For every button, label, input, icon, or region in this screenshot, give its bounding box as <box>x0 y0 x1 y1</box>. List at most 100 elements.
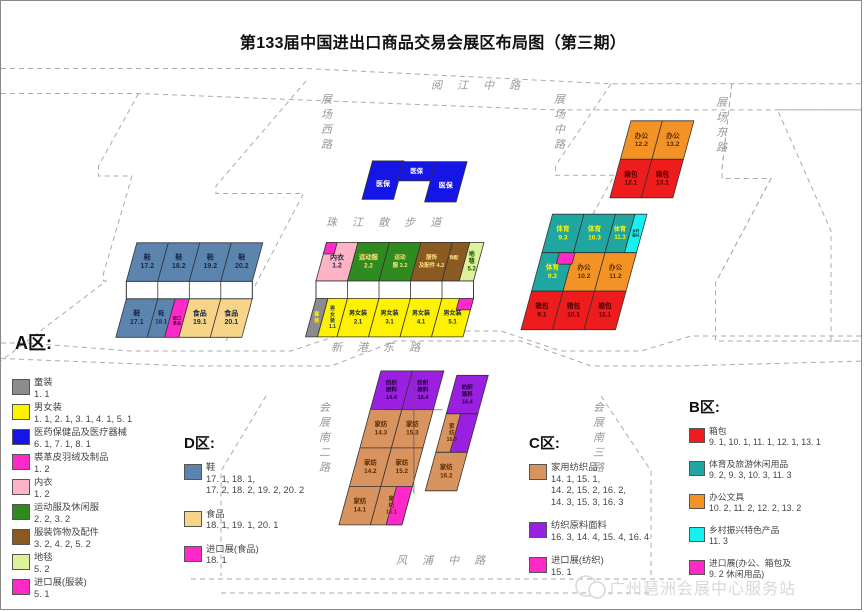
svg-text:14.2: 14.2 <box>364 468 377 475</box>
svg-text:地: 地 <box>469 250 475 258</box>
svg-text:家纺: 家纺 <box>406 419 419 428</box>
svg-text:鞋: 鞋 <box>207 253 214 262</box>
svg-text:医保: 医保 <box>439 181 454 190</box>
svg-text:16.4: 16.4 <box>462 399 474 405</box>
svg-text:装: 装 <box>329 317 335 324</box>
svg-text:2.2: 2.2 <box>364 262 373 269</box>
svg-text:乡村: 乡村 <box>632 228 640 233</box>
svg-text:鞋: 鞋 <box>133 309 140 318</box>
svg-text:家纺: 家纺 <box>440 462 453 471</box>
svg-text:箱包: 箱包 <box>567 301 581 310</box>
svg-text:装: 装 <box>313 317 319 324</box>
svg-text:原料: 原料 <box>417 386 429 394</box>
svg-text:食品: 食品 <box>192 309 207 318</box>
svg-text:20.2: 20.2 <box>235 263 249 270</box>
svg-text:办公: 办公 <box>635 131 649 140</box>
svg-text:18.1: 18.1 <box>155 319 168 326</box>
svg-text:14.1: 14.1 <box>354 506 367 513</box>
svg-text:鞋: 鞋 <box>175 253 182 262</box>
svg-text:18.2: 18.2 <box>172 263 186 270</box>
svg-text:2.1: 2.1 <box>354 319 363 325</box>
svg-text:体育: 体育 <box>556 224 570 233</box>
svg-text:箱包: 箱包 <box>624 169 638 178</box>
svg-text:16.3: 16.3 <box>447 437 458 443</box>
svg-text:5.1: 5.1 <box>448 319 457 325</box>
svg-text:鞋: 鞋 <box>144 253 151 262</box>
svg-text:纺: 纺 <box>449 429 455 437</box>
svg-text:家: 家 <box>449 422 455 430</box>
svg-text:家纺: 家纺 <box>375 419 388 428</box>
svg-text:9.1: 9.1 <box>537 311 546 318</box>
svg-text:食品: 食品 <box>223 309 238 318</box>
svg-text:10.2: 10.2 <box>578 273 591 280</box>
svg-text:男女装: 男女装 <box>349 309 367 317</box>
svg-text:办公: 办公 <box>666 131 680 140</box>
svg-text:纺: 纺 <box>389 501 395 509</box>
svg-text:11.1: 11.1 <box>599 311 612 318</box>
svg-text:箱包: 箱包 <box>656 169 670 178</box>
svg-text:及配件 4.2: 及配件 4.2 <box>419 261 444 269</box>
svg-text:箱包: 箱包 <box>598 301 612 310</box>
svg-text:服饰: 服饰 <box>426 253 437 261</box>
svg-text:男女装: 男女装 <box>443 309 461 317</box>
svg-text:1.1: 1.1 <box>329 324 336 330</box>
svg-text:办公: 办公 <box>577 263 591 272</box>
svg-text:办公: 办公 <box>609 263 623 272</box>
svg-text:10.1: 10.1 <box>567 311 580 318</box>
svg-text:医保: 医保 <box>376 179 391 188</box>
svg-text:15.4: 15.4 <box>417 395 429 401</box>
svg-text:4.1: 4.1 <box>417 319 426 325</box>
svg-text:男: 男 <box>329 305 335 312</box>
svg-text:纺织: 纺织 <box>386 378 398 386</box>
svg-text:女: 女 <box>330 311 335 318</box>
svg-text:11.3: 11.3 <box>614 235 626 241</box>
svg-text:15.3: 15.3 <box>406 429 419 436</box>
svg-text:振兴: 振兴 <box>632 233 640 238</box>
svg-text:家: 家 <box>389 495 395 503</box>
svg-text:15.1: 15.1 <box>386 510 397 516</box>
svg-text:10.3: 10.3 <box>588 234 601 241</box>
svg-text:17.2: 17.2 <box>140 263 154 270</box>
svg-text:鞋: 鞋 <box>158 310 165 318</box>
svg-text:19.1: 19.1 <box>193 319 207 326</box>
svg-text:原料: 原料 <box>386 386 398 394</box>
svg-text:食品: 食品 <box>173 320 181 327</box>
svg-text:20.1: 20.1 <box>224 319 238 326</box>
svg-text:13.2: 13.2 <box>666 141 679 148</box>
svg-text:体育: 体育 <box>588 224 602 233</box>
svg-text:毯: 毯 <box>469 257 475 265</box>
svg-text:14.3: 14.3 <box>375 429 388 436</box>
svg-text:运动: 运动 <box>394 253 406 261</box>
svg-text:运动服: 运动服 <box>359 252 379 261</box>
svg-text:箱包: 箱包 <box>535 301 549 310</box>
svg-text:12.1: 12.1 <box>624 179 637 186</box>
svg-text:3.1: 3.1 <box>385 319 394 325</box>
svg-text:医保: 医保 <box>410 166 423 175</box>
svg-text:9.2: 9.2 <box>548 273 557 280</box>
svg-text:饰配: 饰配 <box>448 254 459 261</box>
svg-text:纺织: 纺织 <box>462 383 474 391</box>
svg-text:9.3: 9.3 <box>558 234 567 241</box>
svg-text:15.2: 15.2 <box>396 468 409 475</box>
svg-text:1.2: 1.2 <box>332 263 342 270</box>
svg-text:14.4: 14.4 <box>386 395 398 401</box>
svg-text:19.2: 19.2 <box>203 263 217 270</box>
svg-text:13.1: 13.1 <box>656 179 669 186</box>
svg-text:家纺: 家纺 <box>364 458 377 467</box>
svg-text:男女装: 男女装 <box>412 309 430 317</box>
svg-text:童: 童 <box>314 311 319 318</box>
svg-text:家纺: 家纺 <box>396 458 409 467</box>
svg-text:纺织: 纺织 <box>417 378 429 386</box>
svg-text:家纺: 家纺 <box>354 496 367 505</box>
svg-text:鞋: 鞋 <box>238 253 245 262</box>
svg-text:原料: 原料 <box>462 390 474 398</box>
svg-text:17.1: 17.1 <box>130 319 144 326</box>
svg-text:5.2: 5.2 <box>468 266 477 272</box>
svg-text:男女装: 男女装 <box>380 309 398 317</box>
svg-text:12.2: 12.2 <box>635 141 648 148</box>
svg-text:体育: 体育 <box>546 263 560 272</box>
svg-text:16.2: 16.2 <box>440 472 453 479</box>
svg-text:内衣: 内衣 <box>330 252 345 261</box>
svg-text:11.2: 11.2 <box>609 273 622 280</box>
svg-text:服 3.2: 服 3.2 <box>393 261 408 269</box>
